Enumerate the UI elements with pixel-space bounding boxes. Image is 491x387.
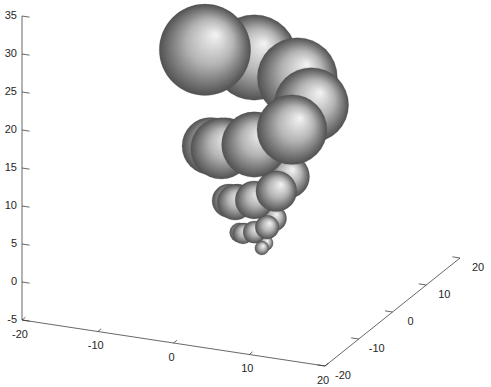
z-tick-label: 15: [5, 161, 17, 173]
shell-segment: [159, 4, 250, 95]
x-axis: [22, 320, 325, 366]
x-tick-label: -10: [88, 339, 104, 351]
shell-segment: [256, 171, 297, 212]
x-tick-label: 10: [241, 362, 253, 374]
x-tick-label: -20: [12, 328, 28, 340]
x-tick: [174, 340, 177, 343]
y-tick: [351, 338, 359, 339]
z-tick: [22, 320, 30, 321]
z-tick: [22, 130, 30, 131]
y-tick: [317, 365, 325, 366]
z-tick-label: 30: [5, 47, 17, 59]
z-tick: [22, 206, 30, 207]
y-axis: [325, 258, 460, 366]
y-tick-label: 0: [407, 315, 413, 327]
y-tick-label: -10: [369, 342, 385, 354]
z-tick: [22, 92, 30, 93]
y-tick: [452, 257, 460, 258]
z-tick: [22, 16, 30, 17]
z-tick-label: 5: [11, 237, 17, 249]
x-tick: [98, 329, 101, 332]
z-tick: [22, 244, 30, 245]
shell-segment: [257, 95, 327, 165]
x-tick: [249, 352, 252, 355]
z-tick-label: -5: [7, 313, 17, 325]
y-tick-label: 10: [438, 288, 450, 300]
z-tick-label: 10: [5, 199, 17, 211]
z-tick: [22, 282, 30, 283]
x-tick: [22, 317, 25, 320]
y-tick-label: -20: [335, 369, 351, 381]
x-tick-label: 0: [168, 351, 174, 363]
y-tick-label: 20: [472, 261, 484, 273]
z-tick-label: 35: [5, 9, 17, 21]
y-tick: [385, 311, 393, 312]
x-tick-label: 20: [317, 374, 329, 386]
chart: -20 -10 0 10 20 -20 -10 0 10 20 -5 0 5 10 15 20 25 30 35: [0, 0, 491, 387]
z-tick-label: 20: [5, 123, 17, 135]
z-tick-label: 25: [5, 85, 17, 97]
x-tick: [325, 363, 328, 366]
y-tick: [419, 284, 427, 285]
z-tick: [22, 168, 30, 169]
z-tick-label: 0: [11, 275, 17, 287]
z-tick: [22, 54, 30, 55]
